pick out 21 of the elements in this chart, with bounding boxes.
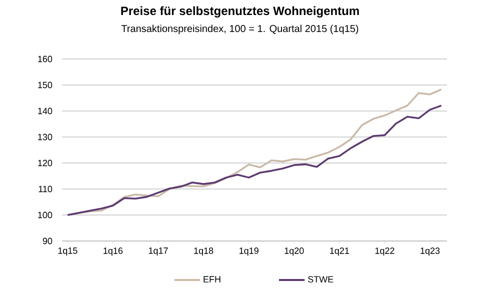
x-tick-label: 1q15 <box>58 248 78 256</box>
y-tick-label: 150 <box>38 82 52 88</box>
x-tick-label: 1q21 <box>330 248 349 256</box>
y-tick-label: 130 <box>38 134 52 140</box>
x-tick-label: 1q22 <box>375 248 394 256</box>
y-tick-label: 110 <box>38 186 52 192</box>
y-tick-label: 100 <box>38 212 52 218</box>
x-tick-label: 1q17 <box>148 248 168 256</box>
legend-label: STWE <box>308 276 334 283</box>
y-tick-label: 140 <box>38 108 52 114</box>
x-tick-label: 1q16 <box>104 248 123 256</box>
x-tick-label: 1q20 <box>284 248 304 256</box>
x-tick-label: 1q19 <box>240 248 258 256</box>
y-tick-label: 90 <box>42 238 52 244</box>
y-tick-label: 160 <box>38 56 52 62</box>
x-tick-label: 1q18 <box>194 248 214 256</box>
chart-subtitle: Transaktionspreisindex, 100 = 1. Quartal 2015 (1q15) <box>121 24 358 34</box>
legend-label: EFH <box>204 276 220 282</box>
y-tick-label: 120 <box>38 160 52 166</box>
chart-title: Preise für selbstgenutztes Wohneigentum <box>121 6 359 18</box>
x-tick-label: 1q23 <box>420 248 440 256</box>
